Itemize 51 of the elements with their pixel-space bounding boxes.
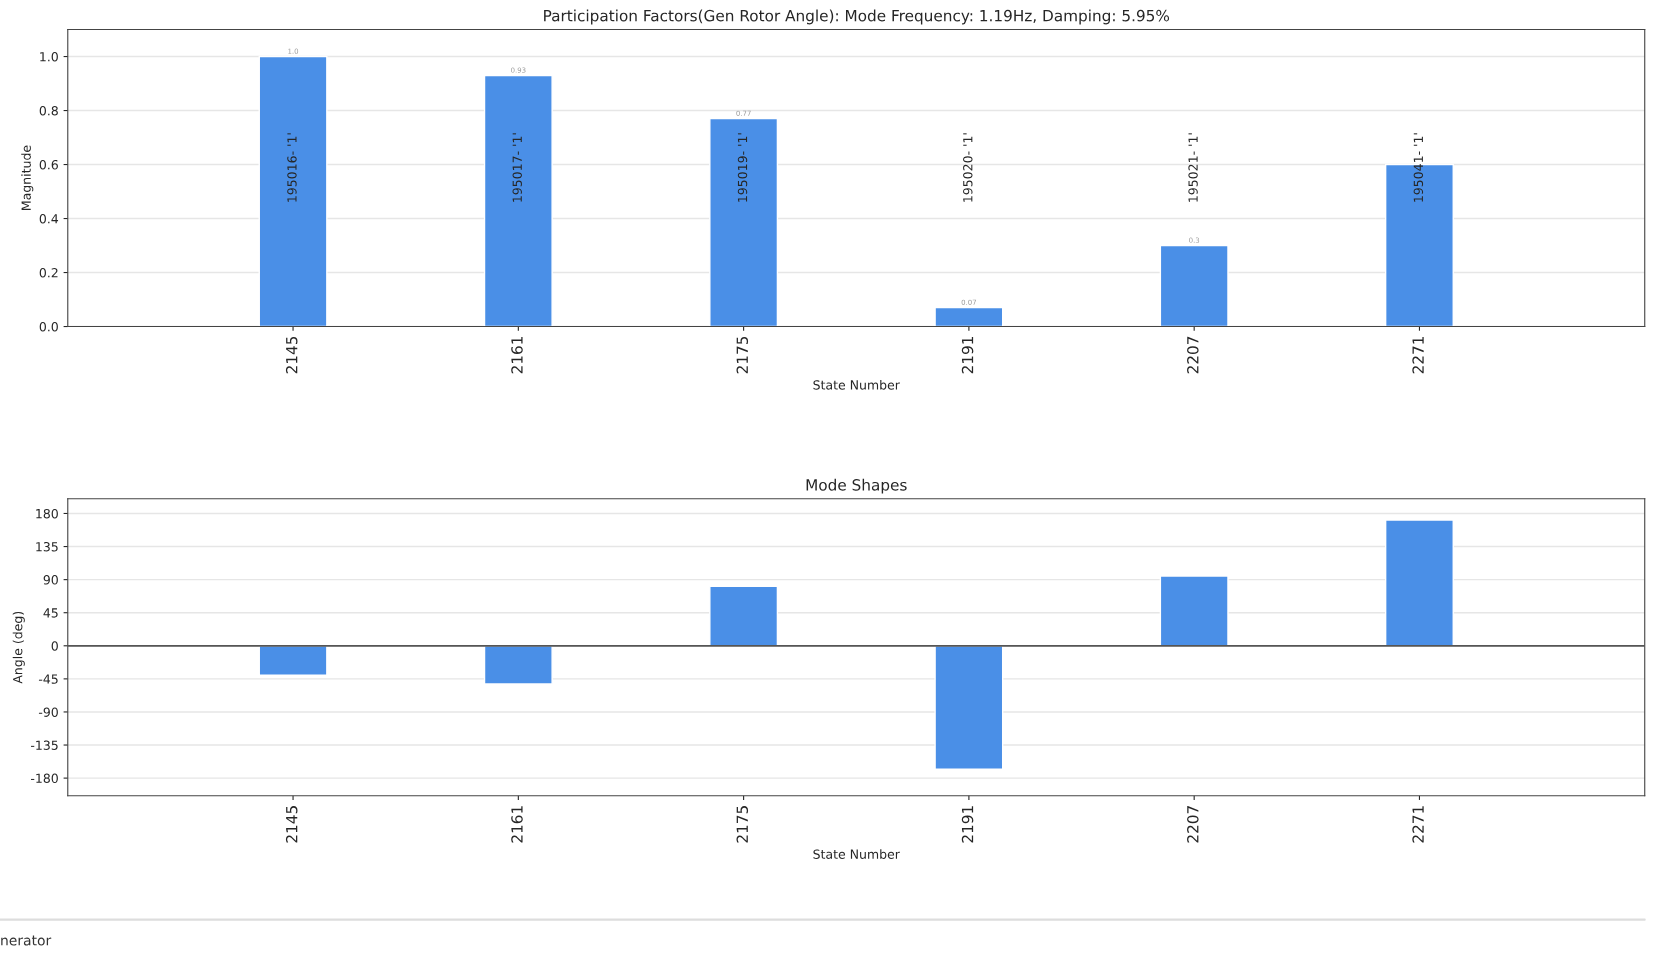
y-axis-title: Magnitude xyxy=(21,145,34,210)
y-axis-title: Angle (deg) xyxy=(12,611,25,684)
bar xyxy=(1384,519,1454,647)
x-tick-label: 2161 xyxy=(511,336,523,374)
annotation: 195021- '1' xyxy=(1188,133,1198,202)
bar xyxy=(483,645,553,685)
chart-title: Participation Factors(Gen Rotor Angle): Mode Frequency: 1.19Hz, Damping: 5.95% xyxy=(544,9,1170,25)
x-axis-title: State Number xyxy=(813,849,900,859)
bar xyxy=(483,74,553,327)
y-tick-label: 0.4 xyxy=(39,214,59,224)
y-tick-label: 0 xyxy=(51,641,58,651)
bar xyxy=(709,585,779,647)
bar xyxy=(934,645,1004,770)
chart-title: Mode Shapes xyxy=(806,478,907,494)
x-axis-title: State Number xyxy=(813,379,900,390)
bar xyxy=(258,645,328,676)
y-tick-label: -45 xyxy=(38,674,58,684)
x-tick-label: 2191 xyxy=(961,806,974,843)
y-tick-label: 0.6 xyxy=(39,160,58,170)
annotation: 195016- '1' xyxy=(287,133,297,202)
y-tick-label: 180 xyxy=(36,508,58,519)
x-tick-label: 2207 xyxy=(1187,336,1199,374)
x-tick-label: 2271 xyxy=(1412,336,1424,374)
annotation: 195020- '1' xyxy=(963,133,973,202)
annotation: 195019- '1' xyxy=(737,133,748,202)
y-tick-label: -90 xyxy=(38,707,58,717)
x-tick-label: 2271 xyxy=(1412,806,1424,843)
y-tick-label: 90 xyxy=(43,575,58,585)
x-tick-label: 2207 xyxy=(1187,806,1199,843)
x-tick-label: 2175 xyxy=(736,806,749,843)
y-tick-label: 1.0 xyxy=(40,52,58,62)
bar xyxy=(1159,244,1229,327)
annotation: 195017- '1' xyxy=(512,133,522,202)
x-tick-label: 2175 xyxy=(736,336,749,374)
y-tick-label: 135 xyxy=(36,542,58,552)
x-tick-label: 2191 xyxy=(961,336,974,374)
x-tick-label: 2145 xyxy=(285,806,298,843)
bar xyxy=(709,117,779,327)
bar xyxy=(1159,575,1229,647)
y-tick-label: 0.0 xyxy=(39,322,58,332)
y-tick-label: -135 xyxy=(30,740,58,750)
y-tick-label: 45 xyxy=(43,608,58,618)
x-tick-label: 2161 xyxy=(511,806,523,843)
y-tick-label: 0.2 xyxy=(39,268,58,278)
bar xyxy=(258,55,328,327)
text: nerator xyxy=(1,935,52,946)
bar xyxy=(934,306,1004,327)
annotation: 195041- '1' xyxy=(1413,133,1424,202)
x-tick-label: 2145 xyxy=(285,336,298,374)
y-tick-label: -180 xyxy=(30,773,58,784)
y-tick-label: 0.8 xyxy=(39,106,58,116)
